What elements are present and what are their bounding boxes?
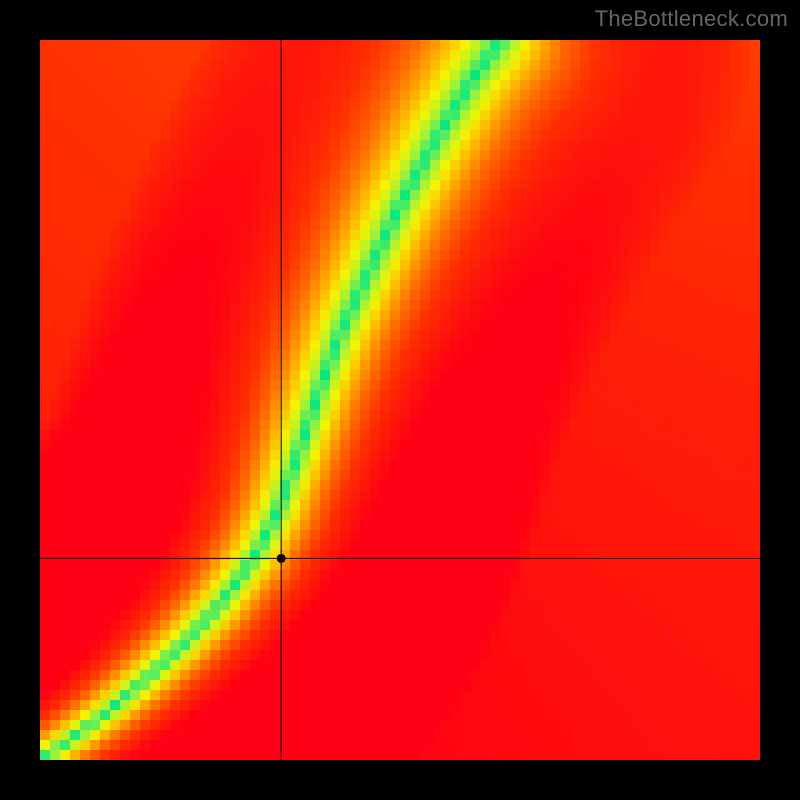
bottleneck-heatmap xyxy=(40,40,760,760)
watermark-text: TheBottleneck.com xyxy=(595,6,788,32)
chart-container: TheBottleneck.com xyxy=(0,0,800,800)
